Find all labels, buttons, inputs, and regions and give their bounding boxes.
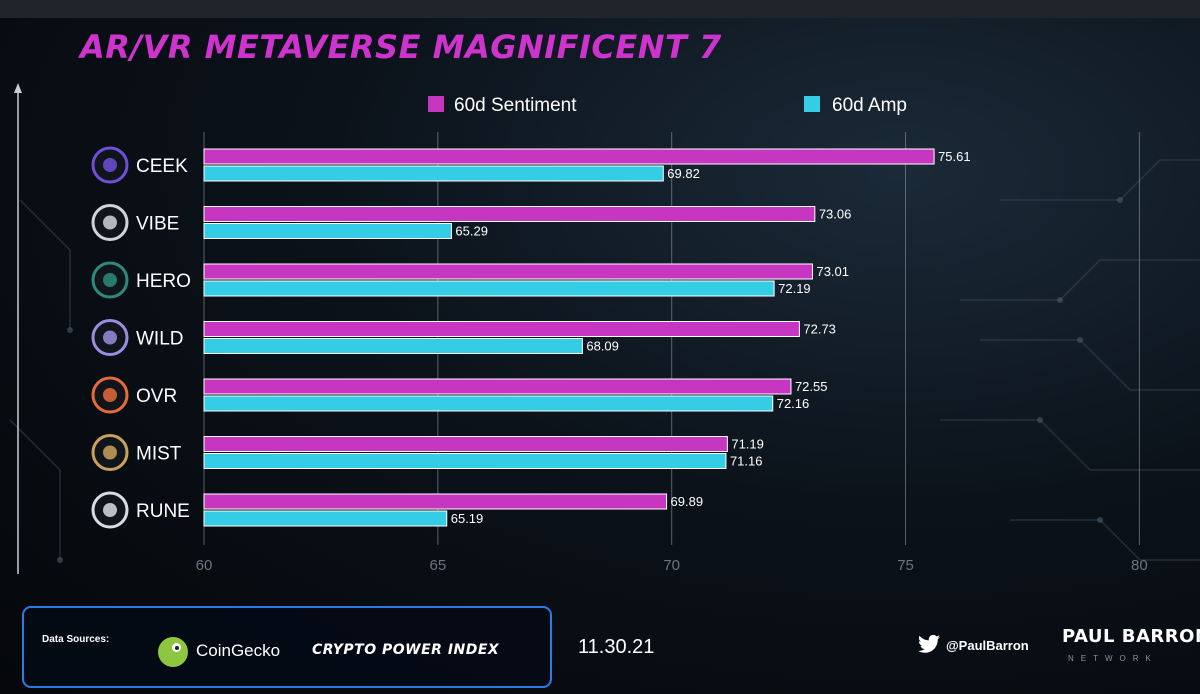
bar-value-label: 75.61 xyxy=(938,149,971,164)
bar-value-label: 65.29 xyxy=(455,224,488,239)
top-strip xyxy=(0,0,1200,18)
x-tick-label: 75 xyxy=(897,557,914,574)
bar-amp-hero xyxy=(203,280,775,297)
legend: 60d Sentiment 60d Amp xyxy=(428,95,907,116)
legend-swatch-sentiment xyxy=(428,96,444,112)
rune-icon xyxy=(91,491,129,529)
legend-label-amp: 60d Amp xyxy=(832,95,907,116)
bar-value-label: 72.16 xyxy=(777,396,810,411)
bar-amp-wild xyxy=(203,338,583,354)
category-label-vibe: VIBE xyxy=(136,214,179,235)
x-tick-label: 70 xyxy=(663,557,680,574)
bar-amp-vibe xyxy=(203,223,452,239)
bar-sentiment-mist xyxy=(203,436,728,452)
twitter-icon xyxy=(918,634,940,653)
category-labels: CEEK VIBE HERO WILD OVR MIST RUNE xyxy=(91,146,191,529)
bar-value-label: 65.19 xyxy=(451,511,484,526)
bar-sentiment-vibe xyxy=(203,206,816,222)
legend-swatch-amp xyxy=(804,96,820,112)
category-label-wild: WILD xyxy=(136,329,184,350)
bar-amp-mist xyxy=(203,453,727,469)
legend-label-sentiment: 60d Sentiment xyxy=(454,95,577,116)
mist-icon xyxy=(91,434,129,471)
y-axis-arrow xyxy=(14,83,22,93)
ovr-icon xyxy=(91,376,129,414)
bar-sentiment-hero xyxy=(203,263,813,280)
vibe-icon xyxy=(91,204,129,241)
bar-value-label: 71.19 xyxy=(731,437,764,452)
brand-subtitle: NETWORK xyxy=(1068,654,1158,663)
bar-value-label: 71.16 xyxy=(730,454,763,469)
bar-value-label: 72.73 xyxy=(803,322,836,337)
brand-logo: PAUL BARRON xyxy=(1062,626,1200,647)
bar-amp-rune xyxy=(203,510,448,527)
coingecko-logo xyxy=(158,637,188,667)
category-label-rune: RUNE xyxy=(136,501,190,522)
bar-amp-ceek xyxy=(203,165,664,182)
bar-sentiment-ceek xyxy=(203,148,935,165)
crypto-power-index-logo: CRYPTO POWER INDEX xyxy=(312,642,500,658)
chart-title: AR/VR METAVERSE MAGNIFICENT 7 xyxy=(80,28,722,66)
bar-value-label: 69.89 xyxy=(671,494,704,509)
x-tick-label: 65 xyxy=(430,557,447,574)
bar-amp-ovr xyxy=(203,395,774,412)
ceek-icon xyxy=(91,146,129,184)
bar-value-label: 73.06 xyxy=(819,207,852,222)
bar-sentiment-wild xyxy=(203,321,800,337)
x-tick-label: 80 xyxy=(1131,557,1148,574)
bars: 75.61 69.82 73.06 65.29 73.01 72.19 72.73 68.09… xyxy=(203,148,971,527)
twitter-handle: @PaulBarron xyxy=(946,638,1029,653)
x-tick-labels: 60 65 70 75 80 xyxy=(196,557,1148,574)
bar-value-label: 69.82 xyxy=(667,166,700,181)
coingecko-name: CoinGecko xyxy=(196,641,281,660)
category-label-ceek: CEEK xyxy=(136,156,188,177)
wild-icon xyxy=(91,319,129,356)
bar-value-label: 72.55 xyxy=(795,379,828,394)
hero-icon xyxy=(91,261,129,299)
bar-value-label: 72.19 xyxy=(778,281,811,296)
date-label: 11.30.21 xyxy=(578,636,655,658)
data-sources-label: Data Sources: xyxy=(42,634,110,645)
category-label-hero: HERO xyxy=(136,271,191,292)
bar-value-label: 73.01 xyxy=(816,264,849,279)
data-sources-panel: Data Sources: CoinGecko CRYPTO POWER IND… xyxy=(22,606,552,688)
bar-sentiment-rune xyxy=(203,493,668,510)
bar-sentiment-ovr xyxy=(203,378,792,395)
category-label-ovr: OVR xyxy=(136,386,177,407)
category-label-mist: MIST xyxy=(136,444,182,465)
x-tick-label: 60 xyxy=(196,557,213,574)
bar-value-label: 68.09 xyxy=(586,339,619,354)
